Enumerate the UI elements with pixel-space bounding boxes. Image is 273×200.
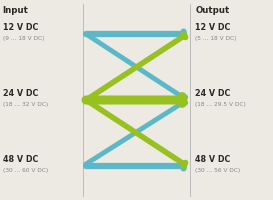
Text: (18 ... 29.5 V DC): (18 ... 29.5 V DC) [195, 102, 246, 107]
Text: 24 V DC: 24 V DC [195, 89, 231, 98]
Text: 12 V DC: 12 V DC [195, 23, 231, 32]
Text: (30 ... 60 V DC): (30 ... 60 V DC) [3, 168, 48, 173]
Text: Input: Input [3, 6, 29, 15]
Text: 48 V DC: 48 V DC [195, 155, 231, 164]
Text: Output: Output [195, 6, 229, 15]
Text: 48 V DC: 48 V DC [3, 155, 38, 164]
Text: (30 ... 56 V DC): (30 ... 56 V DC) [195, 168, 241, 173]
Text: (18 ... 32 V DC): (18 ... 32 V DC) [3, 102, 48, 107]
Text: 12 V DC: 12 V DC [3, 23, 38, 32]
Text: (9 ... 18 V DC): (9 ... 18 V DC) [3, 36, 44, 41]
Text: 24 V DC: 24 V DC [3, 89, 38, 98]
Text: (5 ... 18 V DC): (5 ... 18 V DC) [195, 36, 237, 41]
